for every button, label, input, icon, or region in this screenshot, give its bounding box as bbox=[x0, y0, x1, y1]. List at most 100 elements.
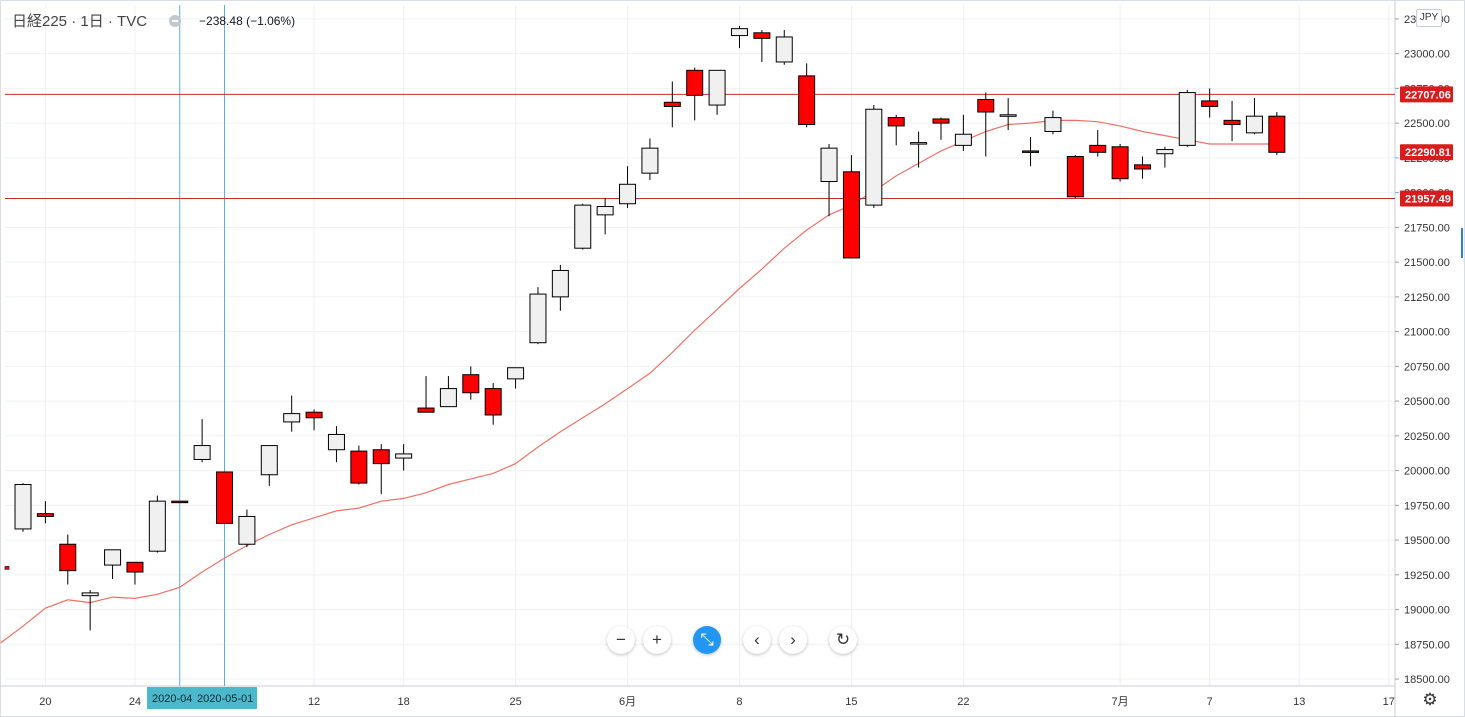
candle-body[interactable] bbox=[216, 471, 234, 524]
reset-chart-button[interactable]: ↻ bbox=[829, 626, 857, 654]
price-tick-label: 18500.00 bbox=[1404, 674, 1450, 686]
candle-body[interactable] bbox=[1245, 115, 1263, 134]
candle-body[interactable] bbox=[1111, 146, 1129, 180]
candle-body[interactable] bbox=[551, 269, 569, 298]
candle-body[interactable] bbox=[574, 204, 592, 249]
price-tick-label: 20500.00 bbox=[1404, 396, 1450, 408]
level-price-tag-bg bbox=[1400, 190, 1453, 207]
time-tick-label: 24 bbox=[129, 696, 141, 708]
price-tick-label: 21250.00 bbox=[1404, 292, 1450, 304]
level-price-tag-bg bbox=[1400, 86, 1453, 103]
time-tick-label: 25 bbox=[509, 696, 521, 708]
candle-body[interactable] bbox=[529, 293, 547, 344]
zoom-out-button[interactable]: − bbox=[607, 626, 635, 654]
price-tick-label: 21000.00 bbox=[1404, 327, 1450, 339]
time-tick-label: 12 bbox=[308, 696, 320, 708]
candle-body[interactable] bbox=[193, 445, 211, 460]
time-tick-label: 17 bbox=[1383, 696, 1395, 708]
candle-body[interactable] bbox=[999, 114, 1017, 117]
time-tick-label: 15 bbox=[845, 696, 857, 708]
candle-body[interactable] bbox=[1268, 115, 1286, 153]
candle-body[interactable] bbox=[641, 147, 659, 174]
candle-body[interactable] bbox=[686, 69, 704, 96]
crosshair-date-tag: 2020-05-01 bbox=[197, 693, 253, 705]
candle-body[interactable] bbox=[36, 513, 54, 517]
eye-icon[interactable] bbox=[169, 14, 182, 27]
candle-body[interactable] bbox=[798, 75, 816, 126]
time-tick-label: 18 bbox=[398, 696, 410, 708]
candle-body[interactable] bbox=[148, 500, 166, 552]
candle-body[interactable] bbox=[954, 133, 972, 146]
candle-body-partial bbox=[4, 565, 10, 570]
candle-body[interactable] bbox=[59, 543, 77, 572]
candle-body[interactable] bbox=[260, 445, 278, 476]
last-price-tag-bg bbox=[1400, 144, 1453, 161]
level-price-tag: 22707.06 bbox=[1405, 89, 1451, 101]
currency-badge[interactable]: JPY bbox=[1416, 9, 1442, 27]
price-tick-label: 20750.00 bbox=[1404, 361, 1450, 373]
candle-body[interactable] bbox=[507, 367, 525, 380]
scroll-left-button[interactable]: ‹ bbox=[743, 626, 771, 654]
zoom-in-button[interactable]: + bbox=[643, 626, 671, 654]
candle-body[interactable] bbox=[171, 500, 189, 504]
candle-body[interactable] bbox=[887, 117, 905, 127]
time-tick-label: 8 bbox=[736, 696, 742, 708]
candle-body[interactable] bbox=[663, 101, 681, 107]
candle-body[interactable] bbox=[238, 515, 256, 545]
candle-body[interactable] bbox=[865, 108, 883, 206]
candle-body[interactable] bbox=[1223, 119, 1241, 126]
candle-body[interactable] bbox=[842, 171, 860, 259]
reset-zoom-button[interactable]: ⤡ bbox=[693, 626, 721, 654]
candle-body[interactable] bbox=[775, 36, 793, 63]
candle-body[interactable] bbox=[730, 28, 748, 37]
candle-body[interactable] bbox=[932, 118, 950, 124]
price-tick-label: 22500.00 bbox=[1404, 118, 1450, 130]
candle-body[interactable] bbox=[417, 407, 435, 413]
candle-body[interactable] bbox=[462, 374, 480, 394]
candle-body[interactable] bbox=[820, 147, 838, 183]
candle-body[interactable] bbox=[1022, 150, 1040, 153]
time-tick-label: 20 bbox=[39, 696, 51, 708]
price-tick-label: 19250.00 bbox=[1404, 570, 1450, 582]
candle-body[interactable] bbox=[484, 388, 502, 416]
price-tick-label: 20250.00 bbox=[1404, 431, 1450, 443]
candle-body[interactable] bbox=[350, 450, 368, 484]
candle-body[interactable] bbox=[1066, 155, 1084, 198]
time-tick-label: 7月 bbox=[1112, 696, 1129, 708]
candle-body[interactable] bbox=[1089, 144, 1107, 153]
last-price-tag: 22290.81 bbox=[1405, 147, 1451, 159]
candle-body[interactable] bbox=[126, 561, 144, 573]
settings-gear-icon[interactable]: ⚙ bbox=[1422, 690, 1438, 709]
candle-body[interactable] bbox=[104, 549, 122, 566]
candle-body[interactable] bbox=[1156, 149, 1174, 155]
candle-body[interactable] bbox=[910, 142, 928, 145]
time-tick-label: 7 bbox=[1207, 696, 1213, 708]
candle-body[interactable] bbox=[283, 413, 301, 423]
candle-body[interactable] bbox=[327, 433, 345, 451]
chart-legend: 日経225 · 1日 · TVC −238.48 (−1.06%) bbox=[12, 10, 295, 31]
candle-body[interactable] bbox=[1134, 164, 1151, 170]
time-tick-label: 13 bbox=[1293, 696, 1305, 708]
time-tick-label: 22 bbox=[957, 696, 969, 708]
candle-body[interactable] bbox=[1178, 92, 1196, 146]
candle-body[interactable] bbox=[439, 388, 457, 408]
candle-body[interactable] bbox=[372, 449, 390, 465]
candle-body[interactable] bbox=[395, 453, 413, 459]
candle-body[interactable] bbox=[753, 32, 771, 39]
candle-body[interactable] bbox=[708, 69, 726, 106]
symbol-label[interactable]: 日経225 · 1日 · TVC bbox=[12, 13, 148, 30]
price-tick-label: 20000.00 bbox=[1404, 466, 1450, 478]
candle-body[interactable] bbox=[81, 592, 99, 597]
candle-body[interactable] bbox=[305, 411, 323, 419]
price-tick-label: 21750.00 bbox=[1404, 222, 1450, 234]
candle-body[interactable] bbox=[14, 483, 32, 530]
price-tick-label: 18750.00 bbox=[1404, 639, 1450, 651]
price-tick-label: 19750.00 bbox=[1404, 500, 1450, 512]
candle-body[interactable] bbox=[619, 183, 637, 205]
scroll-right-button[interactable]: › bbox=[779, 626, 807, 654]
candle-body[interactable] bbox=[1044, 117, 1062, 132]
candle-body[interactable] bbox=[596, 206, 614, 216]
candle-body[interactable] bbox=[977, 99, 995, 113]
candle-body[interactable] bbox=[1201, 100, 1219, 107]
